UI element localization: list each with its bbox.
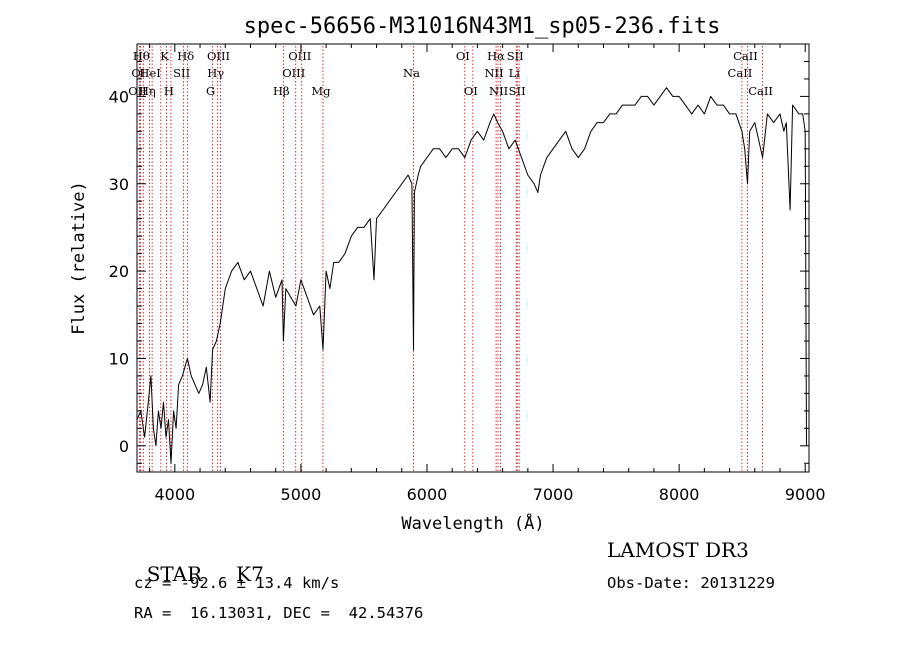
y-tick-label-0: 0 [119,437,129,456]
line-label-1: OI [131,66,145,80]
line-label-0: OII [128,84,147,98]
x-axis: 4000 5000 6000 7000 8000 9000 [149,44,826,504]
line-label-26: CaII [728,66,753,80]
line-label-20: NII [484,66,503,80]
x-tick-label-1: 5000 [281,485,322,504]
line-label-16: Mg [311,84,331,98]
line-label-24: SII [507,49,524,63]
line-label-18: OI [456,49,470,63]
line-label-10: G [206,84,215,98]
line-label-9: Hδ [177,49,194,63]
line-label-13: Hβ [273,84,290,98]
line-label-17: Na [403,66,420,80]
y-tick-label-1: 10 [109,349,129,368]
line-label-22: NII [489,84,508,98]
spectrum-series-0 [136,87,807,464]
y-axis: 0 10 20 30 40 [109,43,809,464]
line-label-12: OIII [207,49,230,63]
line-label-28: CaII [748,84,773,98]
line-label-21: Hα [487,49,505,63]
line-label-11: Hγ [207,66,224,80]
y-tick-label-3: 30 [109,175,129,194]
star-class: STAR [146,562,203,586]
x-axis-label: Wavelength (Å) [401,512,544,534]
plot-frame [136,43,810,473]
line-label-27: CaII [733,49,758,63]
y-axis-label: Flux (relative) [69,181,89,335]
plot-area [136,87,807,464]
line-label-8: SII [173,66,190,80]
line-label-2: Hθ [133,49,150,63]
ra-dec-coords: RA = 16.13031, DEC = 42.54376 [134,604,424,622]
line-label-15: OIII [288,49,311,63]
y-tick-label-4: 40 [109,87,129,106]
survey-name: LAMOST DR3 [607,538,749,562]
object-class: STAR K7 [134,538,264,586]
obs-date: Obs-Date: 20131229 [607,574,775,592]
y-tick-label-2: 20 [109,262,129,281]
spectral-subclass: K7 [236,562,264,586]
x-tick-label-5: 9000 [785,485,826,504]
x-tick-label-2: 6000 [407,485,448,504]
x-tick-label-3: 7000 [533,485,574,504]
chart-title: spec-56656-M31016N43M1_sp05-236.fits [244,14,721,39]
x-tick-label-4: 8000 [659,485,700,504]
line-label-19: OI [464,84,478,98]
x-tick-label-0: 4000 [154,485,195,504]
line-label-14: OIII [282,66,305,80]
line-label-4: HeI [139,66,160,80]
line-label-23: Li [509,66,521,80]
line-label-7: H [164,84,174,98]
line-label-25: SII [509,84,526,98]
redshift-cz: cz = -92.6 ± 13.4 km/s [134,574,340,592]
line-label-6: K [160,49,169,63]
line-label-3: Hη [139,84,156,98]
